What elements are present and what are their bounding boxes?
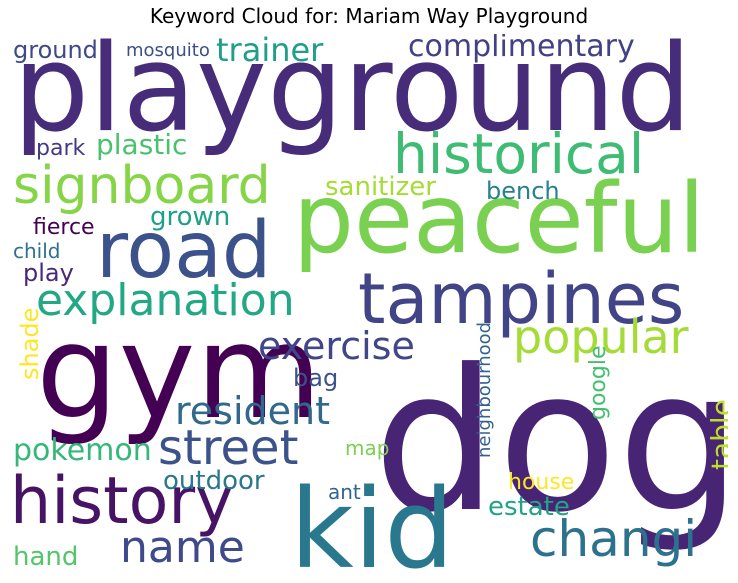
word-historical: historical bbox=[393, 122, 645, 186]
word-popular: popular bbox=[513, 310, 689, 364]
word-explanation: explanation bbox=[36, 275, 295, 326]
word-resident: resident bbox=[175, 389, 331, 433]
word-hand: hand bbox=[13, 542, 79, 572]
word-road: road bbox=[96, 206, 272, 296]
word-bench: bench bbox=[486, 177, 560, 205]
word-sanitizer: sanitizer bbox=[325, 172, 436, 202]
word-ground: ground bbox=[13, 36, 98, 64]
word-name: name bbox=[120, 522, 245, 573]
word-google: google bbox=[586, 345, 611, 421]
word-cloud: playground dog gym peaceful kid tampines… bbox=[8, 34, 728, 579]
word-fierce: fierce bbox=[33, 215, 95, 240]
word-table: table bbox=[705, 399, 728, 470]
word-signboard: signboard bbox=[13, 156, 271, 216]
word-ant: ant bbox=[328, 480, 361, 504]
word-history: history bbox=[10, 464, 234, 539]
word-trainer: trainer bbox=[216, 34, 324, 69]
word-changi: changi bbox=[530, 510, 698, 568]
word-park: park bbox=[36, 136, 86, 161]
word-playground: playground bbox=[13, 34, 692, 159]
word-neighbourhood: neighbourhood bbox=[474, 321, 495, 458]
word-shade: shade bbox=[16, 307, 44, 380]
word-outdoor: outdoor bbox=[163, 466, 265, 496]
word-tampines: tampines bbox=[358, 258, 685, 340]
word-estate: estate bbox=[488, 492, 570, 522]
word-child: child bbox=[13, 239, 61, 263]
word-exercise: exercise bbox=[258, 324, 415, 368]
word-gym: gym bbox=[36, 296, 323, 448]
word-street: street bbox=[158, 420, 299, 476]
word-plastic: plastic bbox=[96, 128, 188, 161]
word-peaceful: peaceful bbox=[293, 163, 705, 275]
word-bag: bag bbox=[293, 364, 339, 392]
word-complimentary: complimentary bbox=[408, 34, 635, 64]
word-play: play bbox=[23, 259, 74, 287]
word-map: map bbox=[345, 436, 390, 460]
word-grown: grown bbox=[150, 202, 231, 232]
word-kid: kid bbox=[290, 465, 455, 579]
chart-title: Keyword Cloud for: Mariam Way Playground bbox=[149, 4, 589, 28]
word-mosquito: mosquito bbox=[126, 40, 210, 61]
word-pokemon: pokemon bbox=[13, 433, 152, 468]
word-house: house bbox=[508, 470, 575, 495]
word-dog: dog bbox=[373, 328, 728, 556]
